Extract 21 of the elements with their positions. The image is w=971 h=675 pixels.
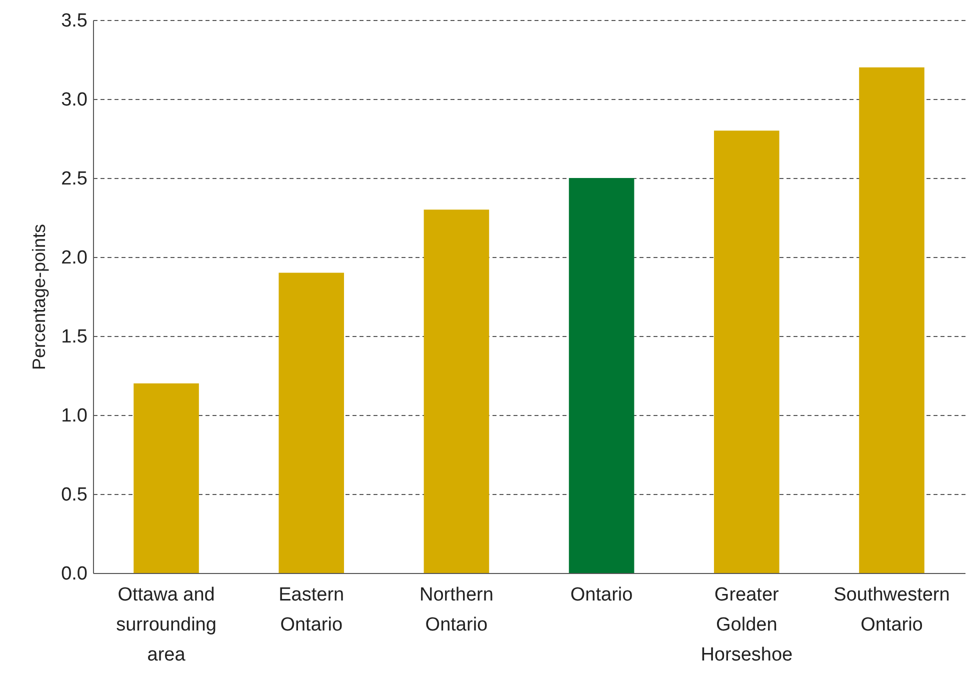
x-tick-label: Ontario — [570, 584, 633, 606]
y-tick-label: 3.0 — [61, 90, 88, 110]
x-tick-label: Southwestern Ontario — [834, 584, 950, 636]
y-tick-label: 0.0 — [61, 564, 88, 584]
x-tick-label: Ottawa and surrounding area — [116, 584, 216, 666]
y-tick-label: 2.0 — [61, 248, 88, 268]
y-tick-label: 1.5 — [61, 326, 88, 348]
bar — [568, 178, 634, 573]
x-tick-label: Greater Golden Horseshoe — [700, 584, 793, 666]
x-tick-label: Northern Ontario — [419, 584, 494, 636]
y-axis-title: Percentage-points — [29, 224, 50, 370]
bar — [859, 67, 924, 573]
bar — [424, 210, 490, 573]
y-tick-label: 1.0 — [61, 406, 88, 426]
y-tick-label: 3.5 — [61, 10, 88, 32]
bar — [714, 130, 780, 573]
y-tick-label: 2.5 — [61, 168, 88, 190]
bar — [278, 272, 344, 573]
y-tick-label: 0.5 — [61, 484, 88, 506]
x-tick-label: Eastern Ontario — [278, 584, 344, 636]
bar — [134, 383, 199, 573]
